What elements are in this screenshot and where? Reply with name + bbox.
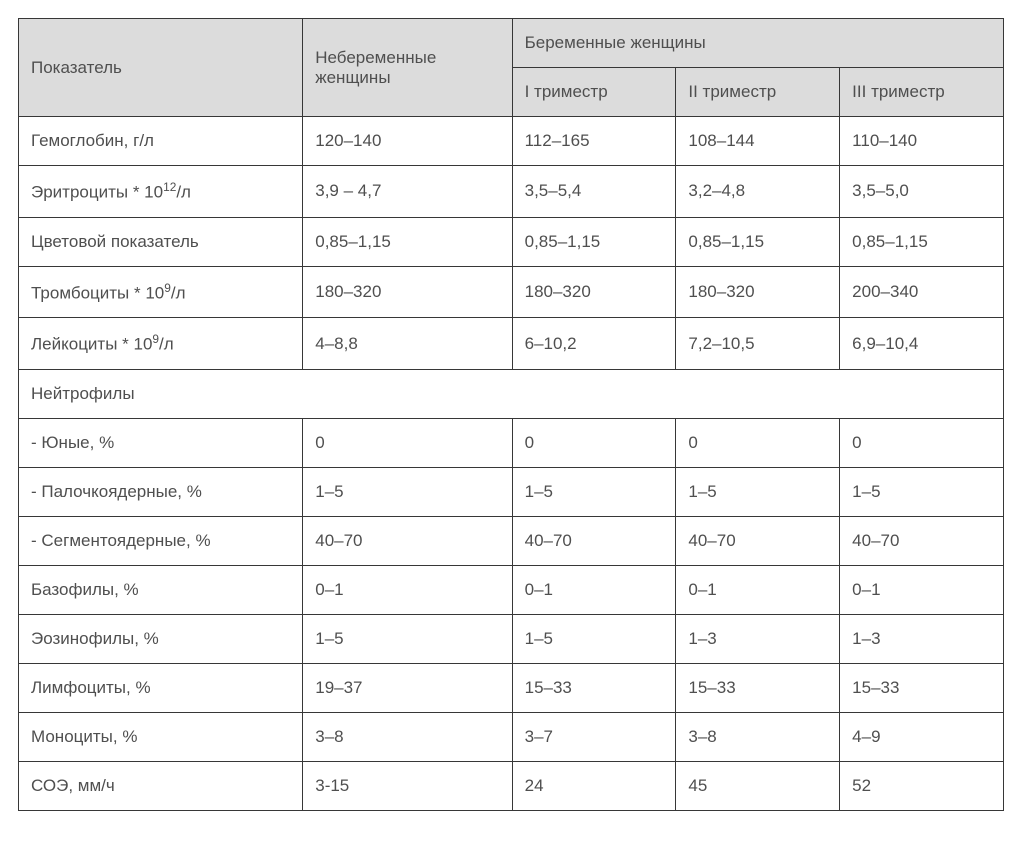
table-row: Базофилы, %0–10–10–10–1 [19,565,1004,614]
indicator-cell: - Юные, % [19,418,303,467]
non-pregnant-cell: 3,9 – 4,7 [303,166,512,218]
tri1-cell: 6–10,2 [512,318,676,370]
table-row: СОЭ, мм/ч3-15244552 [19,761,1004,810]
non-pregnant-cell: 1–5 [303,467,512,516]
tri1-cell: 1–5 [512,467,676,516]
tri2-cell: 180–320 [676,266,840,318]
tri2-cell: 3–8 [676,712,840,761]
tri1-cell: 0,85–1,15 [512,217,676,266]
non-pregnant-cell: 19–37 [303,663,512,712]
indicator-cell: СОЭ, мм/ч [19,761,303,810]
table-row: Лимфоциты, %19–3715–3315–3315–33 [19,663,1004,712]
non-pregnant-cell: 3-15 [303,761,512,810]
tri1-cell: 0 [512,418,676,467]
table-body: Гемоглобин, г/л120–140112–165108–144110–… [19,117,1004,811]
indicator-cell: Гемоглобин, г/л [19,117,303,166]
section-row-label: Нейтрофилы [19,369,1004,418]
tri3-cell: 0,85–1,15 [840,217,1004,266]
tri3-cell: 1–3 [840,614,1004,663]
table-row: Гемоглобин, г/л120–140112–165108–144110–… [19,117,1004,166]
tri1-cell: 15–33 [512,663,676,712]
tri2-cell: 1–5 [676,467,840,516]
tri1-cell: 180–320 [512,266,676,318]
table-row: Эритроциты * 1012/л3,9 – 4,73,5–5,43,2–4… [19,166,1004,218]
indicator-cell: Цветовой показатель [19,217,303,266]
non-pregnant-cell: 40–70 [303,516,512,565]
non-pregnant-cell: 0 [303,418,512,467]
non-pregnant-cell: 1–5 [303,614,512,663]
tri1-cell: 3–7 [512,712,676,761]
table-row: Цветовой показатель0,85–1,150,85–1,150,8… [19,217,1004,266]
table-row: Моноциты, %3–83–73–84–9 [19,712,1004,761]
indicator-cell: Тромбоциты * 109/л [19,266,303,318]
indicator-cell: - Сегментоядерные, % [19,516,303,565]
header-non-pregnant: Небеременные женщины [303,19,512,117]
table-row: Тромбоциты * 109/л180–320180–320180–3202… [19,266,1004,318]
tri1-cell: 40–70 [512,516,676,565]
indicator-cell: Моноциты, % [19,712,303,761]
indicator-cell: Лейкоциты * 109/л [19,318,303,370]
non-pregnant-cell: 3–8 [303,712,512,761]
tri2-cell: 108–144 [676,117,840,166]
tri3-cell: 6,9–10,4 [840,318,1004,370]
header-indicator: Показатель [19,19,303,117]
table-row: Лейкоциты * 109/л4–8,86–10,27,2–10,56,9–… [19,318,1004,370]
table-row: - Юные, %0000 [19,418,1004,467]
indicator-cell: - Палочкоядерные, % [19,467,303,516]
blood-values-table: Показатель Небеременные женщины Беременн… [18,18,1004,811]
tri1-cell: 112–165 [512,117,676,166]
non-pregnant-cell: 0,85–1,15 [303,217,512,266]
tri3-cell: 0 [840,418,1004,467]
indicator-cell: Эритроциты * 1012/л [19,166,303,218]
tri2-cell: 45 [676,761,840,810]
tri1-cell: 24 [512,761,676,810]
tri1-cell: 0–1 [512,565,676,614]
table-row: Эозинофилы, %1–51–51–31–3 [19,614,1004,663]
tri3-cell: 200–340 [840,266,1004,318]
tri2-cell: 1–3 [676,614,840,663]
header-tri1: I триместр [512,68,676,117]
tri2-cell: 7,2–10,5 [676,318,840,370]
tri2-cell: 0 [676,418,840,467]
tri2-cell: 3,2–4,8 [676,166,840,218]
non-pregnant-cell: 0–1 [303,565,512,614]
tri1-cell: 1–5 [512,614,676,663]
non-pregnant-cell: 4–8,8 [303,318,512,370]
tri3-cell: 0–1 [840,565,1004,614]
tri3-cell: 40–70 [840,516,1004,565]
tri2-cell: 40–70 [676,516,840,565]
indicator-cell: Базофилы, % [19,565,303,614]
tri2-cell: 0,85–1,15 [676,217,840,266]
non-pregnant-cell: 120–140 [303,117,512,166]
tri2-cell: 0–1 [676,565,840,614]
tri3-cell: 4–9 [840,712,1004,761]
tri3-cell: 15–33 [840,663,1004,712]
tri3-cell: 110–140 [840,117,1004,166]
tri3-cell: 52 [840,761,1004,810]
table-row: - Палочкоядерные, %1–51–51–51–5 [19,467,1004,516]
tri2-cell: 15–33 [676,663,840,712]
table-row: Нейтрофилы [19,369,1004,418]
tri1-cell: 3,5–5,4 [512,166,676,218]
indicator-cell: Эозинофилы, % [19,614,303,663]
table-row: - Сегментоядерные, %40–7040–7040–7040–70 [19,516,1004,565]
non-pregnant-cell: 180–320 [303,266,512,318]
tri3-cell: 3,5–5,0 [840,166,1004,218]
indicator-cell: Лимфоциты, % [19,663,303,712]
tri3-cell: 1–5 [840,467,1004,516]
header-tri3: III триместр [840,68,1004,117]
header-pregnant-group: Беременные женщины [512,19,1003,68]
header-tri2: II триместр [676,68,840,117]
